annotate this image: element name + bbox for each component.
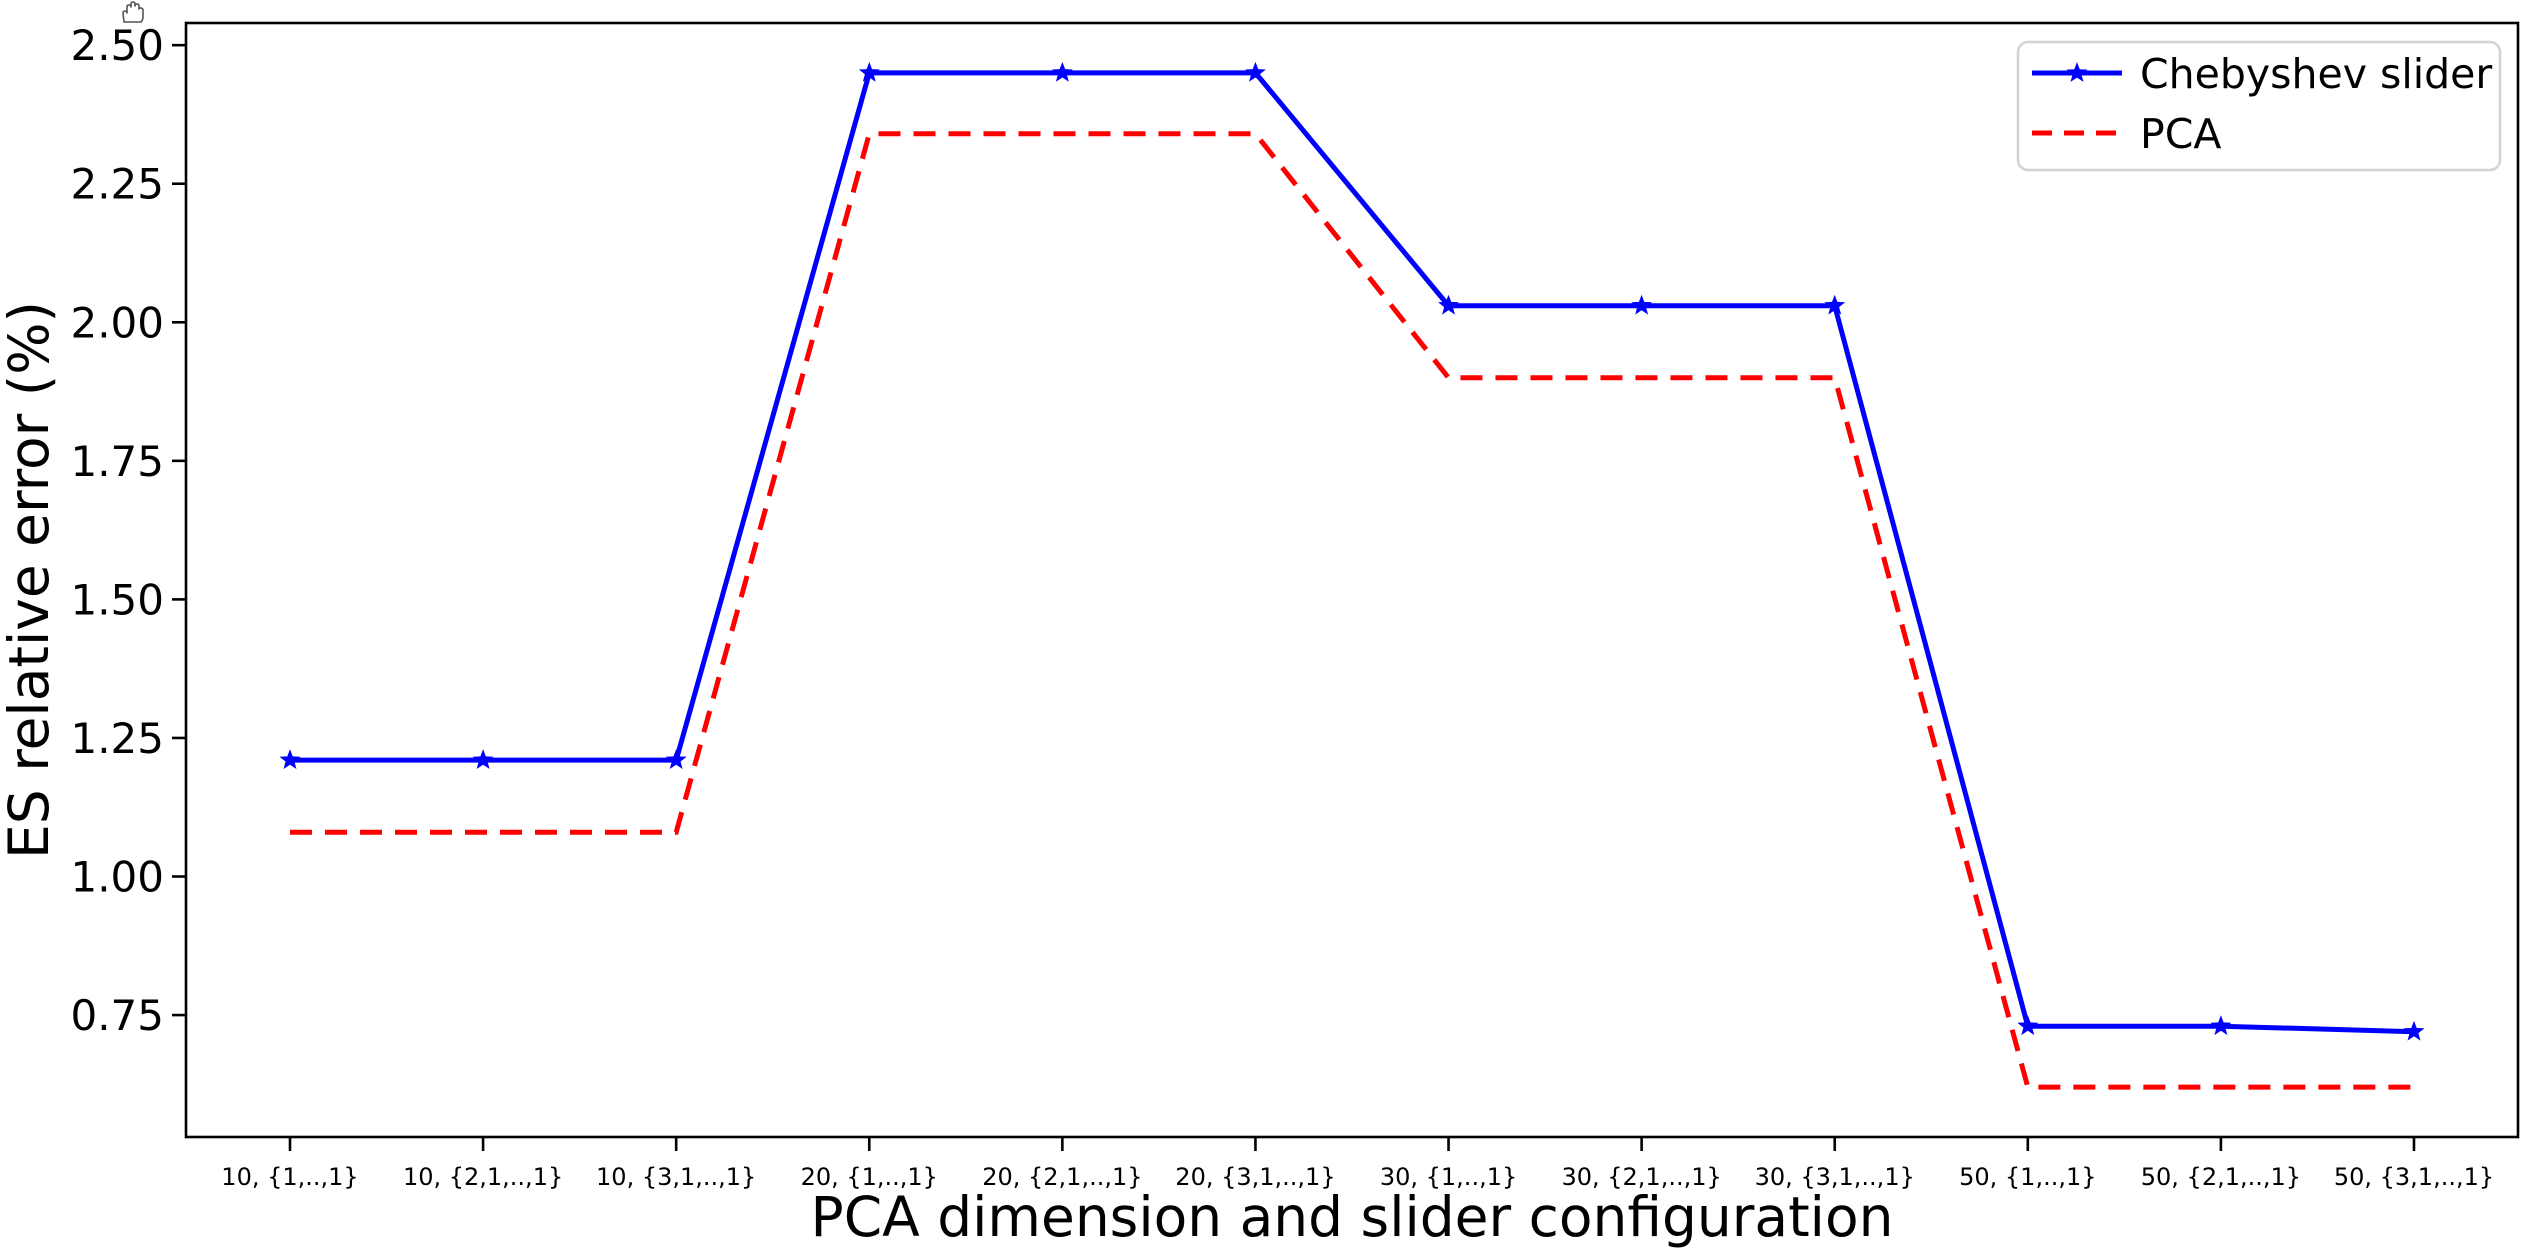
data-point-marker — [2403, 1020, 2425, 1041]
x-tick-label: 10, {1,..,1} — [221, 1163, 358, 1191]
legend-box — [2016, 40, 2502, 172]
series-line-pca — [290, 131, 2414, 1090]
legend: Chebyshev slider PCA — [2016, 40, 2502, 172]
y-tick-label: 1.00 — [70, 853, 164, 902]
x-tick-label: 20, {1,..,1} — [801, 1163, 938, 1191]
series-line-chebyshev-slider — [290, 70, 2415, 1035]
y-axis-label: ES relative error (%) — [0, 301, 61, 859]
data-point-marker — [2017, 1015, 2039, 1036]
y-tick-label: 1.25 — [70, 714, 164, 763]
data-point-marker — [858, 61, 880, 82]
data-point-marker — [1631, 294, 1653, 315]
data-point-marker — [665, 749, 687, 769]
x-tick-label: 50, {2,1,..,1} — [2141, 1163, 2301, 1191]
y-tick-label: 2.50 — [70, 21, 164, 70]
x-axis: 10, {1,..,1} 10, {2,1,..,1} 10, {3,1,..,1}… — [221, 1137, 2494, 1191]
x-axis-label: PCA dimension and slider configuration — [811, 1185, 1894, 1249]
plot-area[interactable] — [186, 23, 2518, 1137]
data-point-marker — [1051, 61, 1073, 82]
y-tick-label: 1.50 — [70, 575, 164, 624]
data-point-marker — [1245, 61, 1266, 82]
y-axis: 0.75 1.00 1.25 1.50 1.75 2.00 2.25 2.50 — [70, 21, 186, 1040]
legend-sample-marker — [2066, 62, 2088, 82]
x-tick-label: 20, {3,1,..,1} — [1175, 1163, 1335, 1191]
x-tick-label: 10, {3,1,..,1} — [596, 1163, 756, 1191]
x-tick-label: 50, {3,1,..,1} — [2334, 1163, 2494, 1191]
x-tick-label: 30, {2,1,..,1} — [1561, 1163, 1721, 1191]
legend-line-samples — [2032, 62, 2122, 136]
data-point-marker — [472, 749, 494, 769]
plot-series — [279, 61, 2425, 1090]
data-point-marker — [279, 749, 301, 769]
data-point-marker — [2210, 1015, 2232, 1036]
y-tick-label: 0.75 — [70, 991, 164, 1040]
y-tick-label: 2.00 — [70, 298, 164, 347]
open-hand-cursor-icon — [122, 1, 144, 23]
x-tick-label: 20, {2,1,..,1} — [982, 1163, 1142, 1191]
x-tick-label: 30, {1,..,1} — [1380, 1163, 1517, 1191]
legend-label-pca: PCA — [2140, 110, 2221, 158]
x-tick-label: 50, {1,..,1} — [1959, 1163, 2096, 1191]
x-tick-label: 10, {2,1,..,1} — [403, 1163, 563, 1191]
y-tick-label: 1.75 — [70, 437, 164, 486]
data-point-marker — [1824, 294, 1846, 315]
axes-frame — [184, 21, 2520, 1139]
x-tick-label: 30, {3,1,..,1} — [1755, 1163, 1915, 1191]
legend-label-chebyshev: Chebyshev slider — [2140, 50, 2492, 98]
y-tick-label: 2.25 — [70, 160, 164, 209]
data-point-marker — [1438, 294, 1459, 315]
